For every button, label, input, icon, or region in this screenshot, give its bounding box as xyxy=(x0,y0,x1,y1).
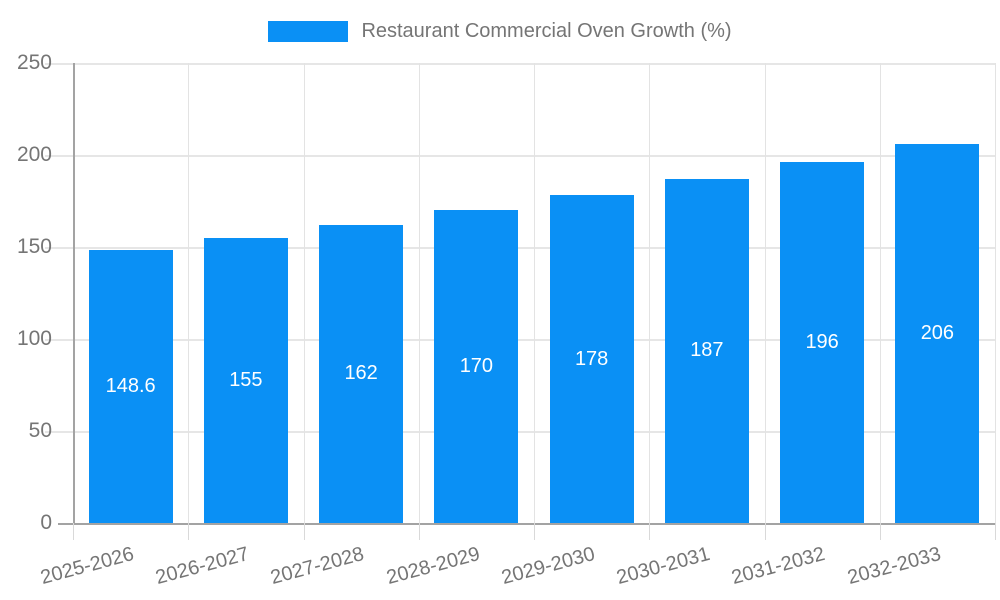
y-axis-tick-label: 200 xyxy=(16,143,52,166)
bar-value-label: 170 xyxy=(459,355,494,378)
h-gridline xyxy=(45,339,995,341)
bar-value-label: 148.6 xyxy=(105,374,156,397)
v-gridline xyxy=(995,63,996,523)
y-axis-tick-label: 150 xyxy=(16,235,52,258)
legend-label: Restaurant Commercial Oven Growth (%) xyxy=(361,20,732,42)
x-axis-category-label: 2030-2031 xyxy=(614,543,713,590)
bar[interactable]: 170 xyxy=(434,210,519,523)
bar-value-label: 206 xyxy=(920,321,955,344)
x-axis-tick xyxy=(534,523,535,540)
bar[interactable]: 162 xyxy=(319,224,404,523)
v-gridline xyxy=(879,63,881,523)
x-axis-tick xyxy=(649,523,651,540)
x-axis-tick xyxy=(188,523,190,540)
x-axis-category-label: 2032-2033 xyxy=(844,543,944,590)
x-axis-tick xyxy=(418,523,420,540)
v-gridline xyxy=(764,63,766,523)
legend-swatch-icon xyxy=(268,21,349,42)
bar[interactable]: 148.6 xyxy=(88,249,173,523)
x-axis-tick xyxy=(73,523,74,540)
y-axis-line xyxy=(73,63,75,523)
h-gridline xyxy=(45,63,995,65)
x-axis-tick xyxy=(764,523,766,540)
x-axis-tick xyxy=(879,523,881,540)
v-gridline xyxy=(303,63,305,523)
y-axis-tick-label: 50 xyxy=(28,419,52,442)
bar-value-label: 155 xyxy=(229,368,263,391)
x-axis-category-label: 2026-2027 xyxy=(153,543,252,590)
bar-value-label: 178 xyxy=(574,347,609,370)
bar[interactable]: 155 xyxy=(203,237,288,523)
bar[interactable]: 187 xyxy=(664,178,749,523)
h-gridline xyxy=(45,155,995,157)
bar-value-label: 187 xyxy=(690,339,724,362)
x-axis-category-label: 2031-2032 xyxy=(729,543,828,590)
h-gridline xyxy=(45,431,995,433)
x-axis-category-label: 2027-2028 xyxy=(268,543,367,590)
v-gridline xyxy=(188,63,190,523)
h-gridline xyxy=(45,247,995,249)
v-gridline xyxy=(649,63,651,523)
bar[interactable]: 206 xyxy=(895,143,980,523)
legend-item[interactable]: Restaurant Commercial Oven Growth (%) xyxy=(268,20,732,43)
x-axis-category-label: 2028-2029 xyxy=(383,543,483,590)
bar[interactable]: 196 xyxy=(780,162,865,523)
x-axis-category-label: 2025-2026 xyxy=(38,543,137,590)
plot-area: 0 50 100 150 200 250 148.6 155 162 170 178 187 196 20… xyxy=(17,52,996,589)
v-gridline xyxy=(534,63,535,523)
y-axis-tick-label: 100 xyxy=(16,327,52,350)
legend: Restaurant Commercial Oven Growth (%) xyxy=(0,20,1000,43)
bar-value-label: 196 xyxy=(805,331,839,354)
bar-value-label: 162 xyxy=(344,362,378,385)
y-axis-tick-label: 250 xyxy=(16,51,52,74)
y-axis-tick-label: 0 xyxy=(40,511,52,534)
x-axis-category-label: 2029-2030 xyxy=(499,543,598,590)
x-axis-tick xyxy=(303,523,305,540)
x-axis-tick xyxy=(995,523,996,540)
bar[interactable]: 178 xyxy=(549,195,634,523)
x-axis-line xyxy=(58,523,995,525)
v-gridline xyxy=(418,63,420,523)
